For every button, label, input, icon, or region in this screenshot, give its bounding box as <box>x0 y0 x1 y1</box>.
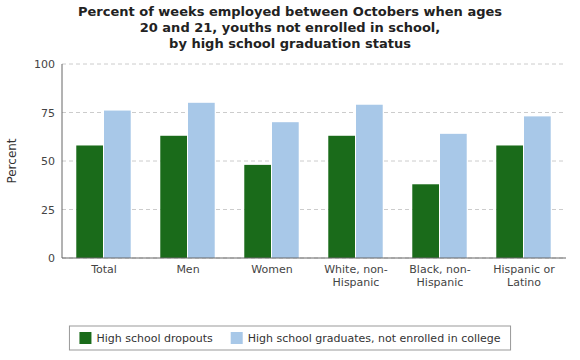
bar <box>188 103 215 258</box>
bar <box>328 136 355 258</box>
x-tick-label: Men <box>176 263 199 276</box>
y-axis-line <box>62 64 63 258</box>
grid <box>62 64 566 258</box>
legend-swatch <box>231 332 243 344</box>
bars <box>76 103 550 258</box>
legend: High school dropouts High school graduate… <box>69 326 510 350</box>
x-tick-label: Women <box>251 263 292 276</box>
y-tick-label: 50 <box>41 155 55 168</box>
grid-line <box>62 258 566 259</box>
grid-line <box>62 64 566 65</box>
bar <box>524 116 551 258</box>
bar <box>160 136 187 258</box>
x-axis-line <box>62 258 566 259</box>
y-tick-label: 75 <box>41 107 55 120</box>
legend-frame <box>69 326 510 350</box>
legend-label: High school dropouts <box>96 332 213 345</box>
grid-line <box>62 161 566 162</box>
bar <box>440 134 467 258</box>
bar <box>104 111 131 258</box>
y-tick-label: 25 <box>41 204 55 217</box>
y-axis-label: Percent <box>5 138 19 183</box>
background <box>0 0 580 360</box>
bar <box>356 105 383 258</box>
bar <box>76 145 103 258</box>
x-tick-label: Total <box>90 263 117 276</box>
legend-label: High school graduates, not enrolled in c… <box>248 332 501 345</box>
bar <box>272 122 299 258</box>
bar <box>412 184 439 258</box>
bar <box>496 145 523 258</box>
x-tick-label: Hispanic orLatino <box>493 263 555 289</box>
chart: Percent of weeks employed between Octobe… <box>0 0 580 360</box>
legend-swatch <box>79 332 91 344</box>
x-tick-label: White, non-Hispanic <box>324 263 388 289</box>
grid-line <box>62 209 566 210</box>
grid-line <box>62 112 566 113</box>
y-tick-label: 100 <box>34 58 55 71</box>
x-tick-label: Black, non-Hispanic <box>409 263 470 289</box>
title: Percent of weeks employed between Octobe… <box>78 4 502 51</box>
y-tick-label: 0 <box>48 252 55 265</box>
bar <box>244 165 271 258</box>
